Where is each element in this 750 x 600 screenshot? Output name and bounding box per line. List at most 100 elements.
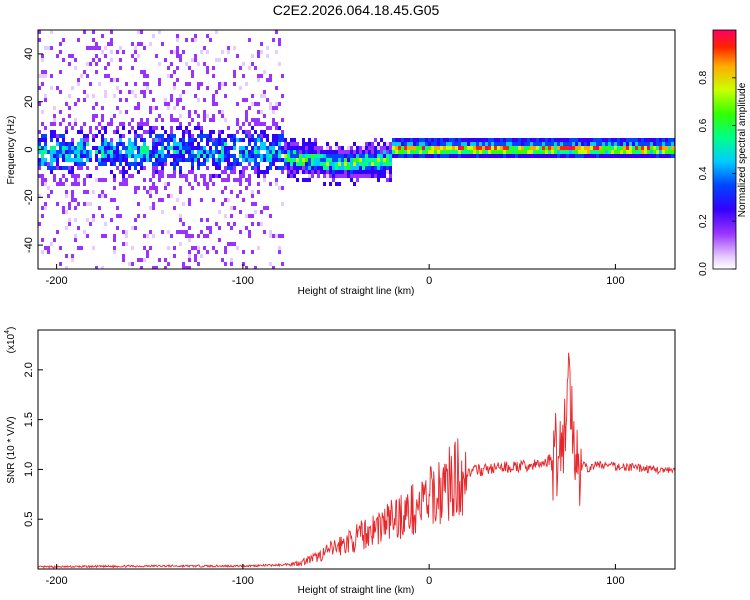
heatmap-cell [137,150,140,154]
heatmap-cell [188,142,191,146]
heatmap-cell [572,154,575,158]
heatmap-cell [59,262,62,266]
heatmap-cell [245,214,248,218]
heatmap-cell [212,102,215,106]
heatmap-cell [662,154,665,158]
heatmap-cell [122,158,125,162]
heatmap-cell [227,46,230,50]
heatmap-y-tick-label: 20 [23,96,35,108]
heatmap-cell [269,182,272,186]
heatmap-cell [632,146,635,150]
heatmap-cell [101,194,104,198]
heatmap-cell [410,142,413,146]
heatmap-cell [116,142,119,146]
heatmap-cell [305,154,308,158]
heatmap-cell [251,250,254,254]
heatmap-cell [74,118,77,122]
heatmap-cell [164,186,167,190]
heatmap-cell [281,158,284,162]
heatmap-cell [98,194,101,198]
heatmap-cell [317,158,320,162]
heatmap-cell [197,142,200,146]
heatmap-cell [143,246,146,250]
heatmap-cell [122,134,125,138]
heatmap-cell [92,214,95,218]
heatmap-cell [284,146,287,150]
heatmap-cell [281,146,284,150]
heatmap-cell [38,142,41,146]
heatmap-cell [194,178,197,182]
heatmap-cell [131,90,134,94]
heatmap-cell [197,150,200,154]
heatmap-cell [671,142,674,146]
heatmap-cell [278,234,281,238]
heatmap-cell [131,162,134,166]
heatmap-cell [113,154,116,158]
heatmap-cell [53,178,56,182]
heatmap-cell [137,258,140,262]
heatmap-cell [209,178,212,182]
heatmap-cell [152,150,155,154]
heatmap-cell [479,142,482,146]
heatmap-cell [419,150,422,154]
heatmap-cell [245,114,248,118]
heatmap-cell [86,234,89,238]
heatmap-cell [608,150,611,154]
heatmap-cell [56,158,59,162]
heatmap-cell [41,214,44,218]
heatmap-cell [113,94,116,98]
heatmap-cell [155,170,158,174]
heatmap-cell [164,266,167,269]
heatmap-cell [218,130,221,134]
heatmap-cell [443,150,446,154]
heatmap-cell [623,154,626,158]
heatmap-cell [188,234,191,238]
heatmap-cell [368,174,371,178]
heatmap-cell [194,110,197,114]
heatmap-y-tick-label: 0 [23,146,35,152]
heatmap-cell [305,170,308,174]
heatmap-cell [47,250,50,254]
heatmap-cell [410,150,413,154]
heatmap-cell [635,154,638,158]
heatmap-cell [605,146,608,150]
heatmap-cell [233,138,236,142]
heatmap-cell [581,154,584,158]
heatmap-cell [116,78,119,82]
heatmap-cell [257,222,260,226]
heatmap-cell [299,154,302,158]
heatmap-cell [71,138,74,142]
heatmap-cell [437,150,440,154]
heatmap-cell [401,142,404,146]
heatmap-cell [572,138,575,142]
heatmap-cell [92,106,95,110]
heatmap-cell [188,258,191,262]
heatmap-cell [257,118,260,122]
heatmap-cell [230,214,233,218]
heatmap-cell [188,254,191,258]
heatmap-cell [245,146,248,150]
heatmap-cell [338,174,341,178]
heatmap-cell [254,158,257,162]
heatmap-cell [482,146,485,150]
heatmap-cell [56,202,59,206]
colorbar-gradient [712,29,737,270]
heatmap-cell [179,242,182,246]
heatmap-cell [605,150,608,154]
heatmap-cell [248,174,251,178]
heatmap-cell [350,154,353,158]
heatmap-cell [107,154,110,158]
heatmap-cell [518,142,521,146]
heatmap-cell [233,82,236,86]
heatmap-cell [56,138,59,142]
heatmap-cell [140,154,143,158]
heatmap-cell [353,158,356,162]
heatmap-cell [362,150,365,154]
heatmap-cell [611,154,614,158]
heatmap-cell [212,138,215,142]
heatmap-cell [146,254,149,258]
heatmap-cell [374,166,377,170]
heatmap-cell [74,238,77,242]
heatmap-cell [515,146,518,150]
heatmap-cell [107,122,110,126]
